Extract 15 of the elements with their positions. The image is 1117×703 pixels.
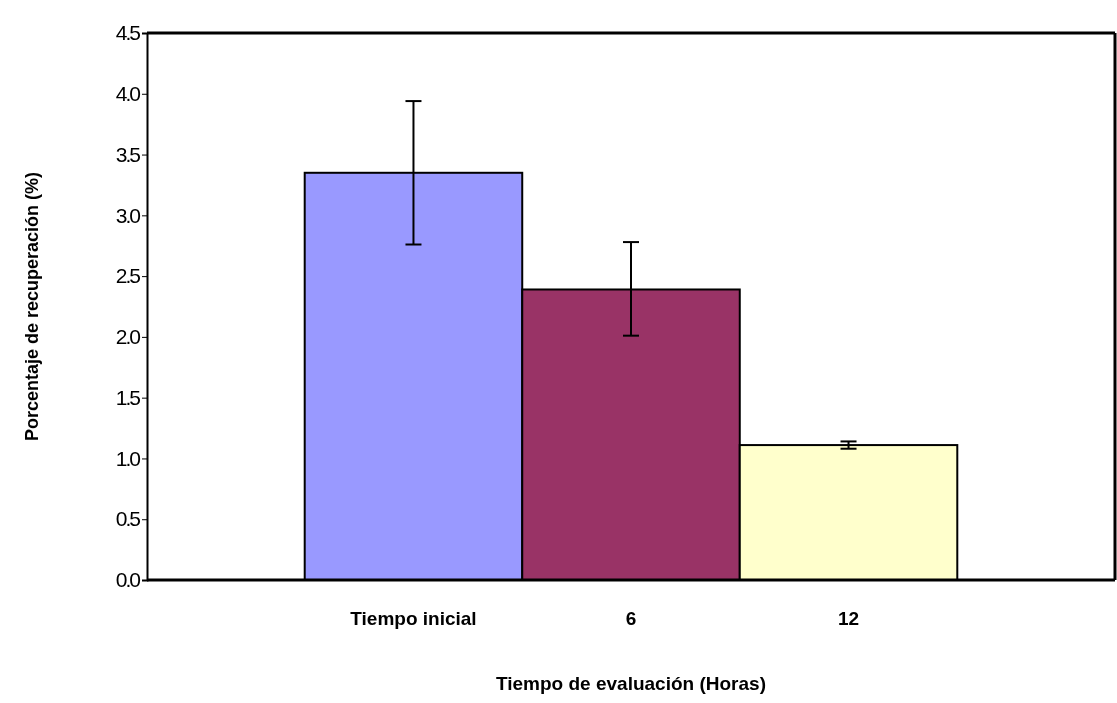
y-tick-label: 0.5 bbox=[115, 507, 141, 531]
y-tick-label: 1.0 bbox=[115, 446, 141, 470]
y-tick-label: 4.5 bbox=[115, 21, 141, 45]
y-tick-label: 0.0 bbox=[115, 568, 141, 592]
x-tick-label: Tiempo inicial bbox=[350, 608, 477, 629]
y-tick-label: 3.5 bbox=[115, 142, 141, 166]
y-tick-label: 2.0 bbox=[115, 325, 141, 349]
x-tick-label: 12 bbox=[837, 608, 860, 629]
y-tick-label: 1.5 bbox=[115, 385, 141, 409]
y-tick-label: 4.0 bbox=[115, 82, 141, 105]
x-axis-title: Tiempo de evaluación (Horas) bbox=[496, 673, 766, 694]
y-tick-label: 2.5 bbox=[115, 264, 141, 288]
x-tick-label: 6 bbox=[625, 608, 637, 629]
y-axis-title: Porcentaje de recuperación (%) bbox=[22, 171, 42, 442]
y-tick-label: 3.0 bbox=[115, 203, 141, 227]
